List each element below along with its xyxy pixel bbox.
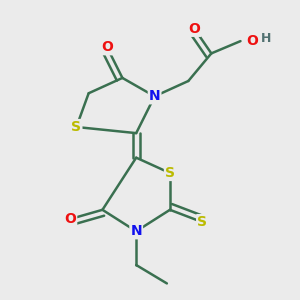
Text: S: S bbox=[71, 120, 81, 134]
Text: N: N bbox=[149, 89, 161, 103]
Text: N: N bbox=[130, 224, 142, 238]
Text: H: H bbox=[261, 32, 272, 44]
Text: O: O bbox=[64, 212, 76, 226]
Text: O: O bbox=[188, 22, 200, 36]
Text: O: O bbox=[101, 40, 113, 54]
Text: O: O bbox=[247, 34, 259, 48]
Text: S: S bbox=[197, 215, 207, 229]
Text: S: S bbox=[165, 166, 175, 180]
